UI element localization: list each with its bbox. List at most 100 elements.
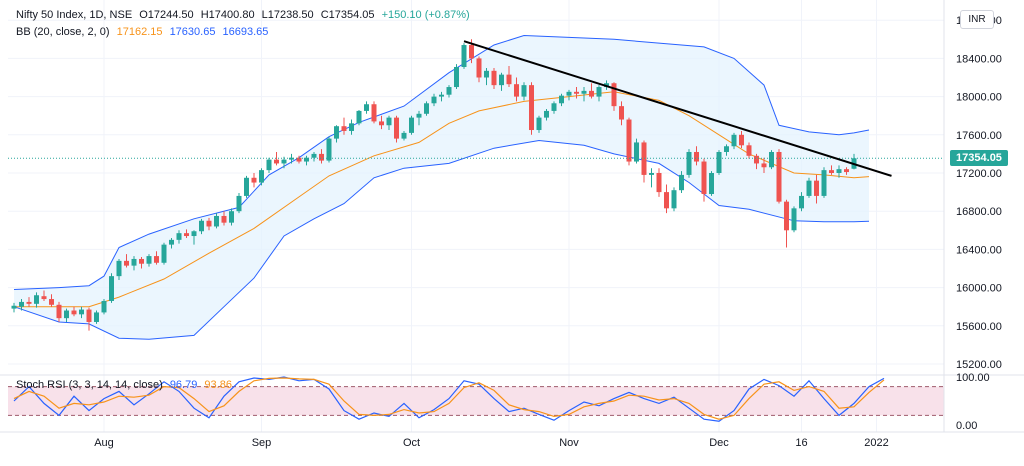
candle-body: [461, 45, 467, 67]
candle-body: [716, 151, 722, 173]
candle-body: [274, 159, 279, 164]
candle-body: [356, 110, 362, 124]
candle-body: [416, 113, 422, 118]
candle-body: [64, 310, 69, 319]
time-tick-label: Oct: [403, 437, 420, 449]
candle-body: [544, 110, 549, 118]
candle-body: [311, 153, 317, 158]
symbol-label[interactable]: Nifty 50 Index, 1D, NSE: [16, 9, 133, 21]
bollinger-lower-line: [13, 139, 870, 340]
last-price-tag: 17354.05: [950, 150, 1008, 167]
candle-body: [229, 211, 234, 223]
candle-body: [56, 304, 62, 319]
candle-body: [574, 91, 579, 94]
candle-body: [281, 159, 287, 164]
candle-body: [754, 155, 759, 164]
candle-body: [26, 301, 32, 304]
stoch-rsi-label[interactable]: Stoch RSI (3, 3, 14, 14, close): [16, 379, 163, 391]
candle-body: [776, 151, 782, 202]
candle-body: [116, 260, 122, 277]
candle-body: [439, 94, 444, 97]
stoch-rsi-tick-label: 100.00: [956, 372, 990, 384]
candle-body: [251, 177, 257, 183]
candle-body: [611, 83, 617, 107]
candle-body: [769, 151, 774, 168]
candle-body: [836, 169, 842, 173]
trendline: [8, 40, 944, 177]
candle-body: [829, 170, 834, 173]
time-tick-label: Sep: [252, 437, 272, 449]
candle-body: [761, 163, 767, 168]
candle-body: [671, 190, 677, 209]
candle-body: [491, 70, 497, 86]
stoch-rsi-pane: [0, 374, 1024, 422]
candle-body: [551, 103, 557, 111]
candle-body: [109, 276, 114, 301]
price-tick-label: 15600.00: [956, 321, 1002, 333]
candle-body: [596, 87, 602, 97]
price-tick-label: 16800.00: [956, 206, 1002, 218]
candle-body: [41, 296, 47, 300]
time-tick-label: Aug: [94, 437, 114, 449]
candle-body: [506, 74, 512, 85]
candle-body: [349, 123, 354, 131]
candle-body: [101, 300, 107, 313]
candle-body: [184, 233, 189, 237]
candle-body: [799, 195, 804, 209]
candle-body: [634, 142, 639, 162]
candle-body: [19, 301, 24, 307]
candle-body: [484, 70, 489, 78]
candle-body: [319, 153, 324, 161]
bb-upper-value: 17630.65: [169, 26, 216, 38]
candle-body: [341, 126, 347, 131]
candle-body: [289, 157, 294, 160]
candle-body: [379, 121, 384, 126]
candle-body: [431, 96, 437, 104]
candle-body: [731, 134, 737, 147]
stoch-k-value: 96.79: [169, 379, 198, 391]
stoch-d-value: 93.86: [204, 379, 232, 391]
stoch-rsi-legend: Stoch RSI (3, 3, 14, 14, close) 96.79 93…: [16, 379, 236, 391]
candle-body: [244, 177, 249, 196]
price-tick-label: 15200.00: [956, 359, 1002, 371]
candle-body: [236, 195, 242, 212]
bb-lower-value: 16693.65: [222, 26, 269, 38]
candle-body: [619, 106, 624, 120]
candle-body: [176, 233, 182, 240]
price-tick-label: 16400.00: [956, 244, 1002, 256]
candle-body: [199, 220, 204, 232]
candle-body: [791, 208, 797, 231]
candle-body: [296, 157, 302, 162]
candle-body: [694, 151, 699, 162]
candle-body: [11, 305, 17, 309]
candle-body: [814, 180, 819, 196]
price-legend: Nifty 50 Index, 1D, NSE O17244.50 H17400…: [16, 9, 474, 21]
candle-body: [386, 117, 392, 126]
candle-body: [529, 85, 534, 131]
candle-body: [206, 220, 212, 227]
candle-body: [626, 119, 632, 162]
candle-body: [94, 312, 99, 322]
candle-body: [656, 173, 662, 193]
candle-body: [326, 138, 332, 161]
stoch-d-line: [13, 377, 885, 420]
change-value: +150.10 (+0.87%): [381, 9, 470, 21]
candle-body: [146, 256, 152, 264]
bb-label[interactable]: BB (20, close, 2, 0): [16, 26, 110, 38]
candle-body: [139, 258, 144, 264]
candle-body: [394, 117, 399, 139]
candle-body: [581, 90, 587, 94]
currency-badge[interactable]: INR: [960, 10, 994, 29]
high-value: H17400.80: [200, 9, 255, 21]
candle-body: [746, 145, 752, 156]
candle-body: [266, 159, 272, 171]
price-tick-label: 16000.00: [956, 283, 1002, 295]
candle-body: [86, 309, 92, 322]
candle-body: [469, 45, 474, 59]
time-tick-label: 2022: [864, 437, 888, 449]
candle-body: [821, 170, 827, 196]
candle-body: [334, 126, 339, 139]
candle-body: [709, 173, 714, 195]
